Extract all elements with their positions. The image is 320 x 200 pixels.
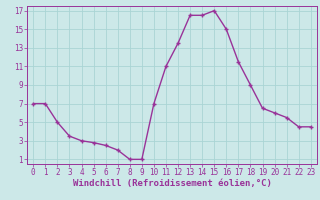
X-axis label: Windchill (Refroidissement éolien,°C): Windchill (Refroidissement éolien,°C) xyxy=(73,179,271,188)
